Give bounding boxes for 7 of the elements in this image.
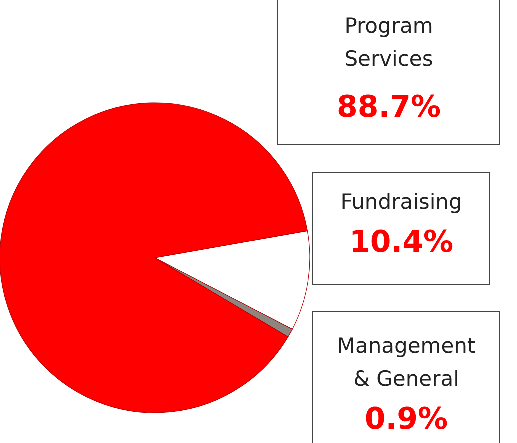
- pie-slice: [0, 102, 308, 414]
- slice-label: Program Services: [344, 14, 434, 71]
- data-label: 0.9%: [364, 402, 448, 437]
- data-label: 88.7%: [336, 90, 442, 125]
- slice-label: Management & General: [337, 334, 476, 391]
- data-label: 10.4%: [349, 225, 454, 260]
- slice-label: Fundraising: [340, 190, 462, 214]
